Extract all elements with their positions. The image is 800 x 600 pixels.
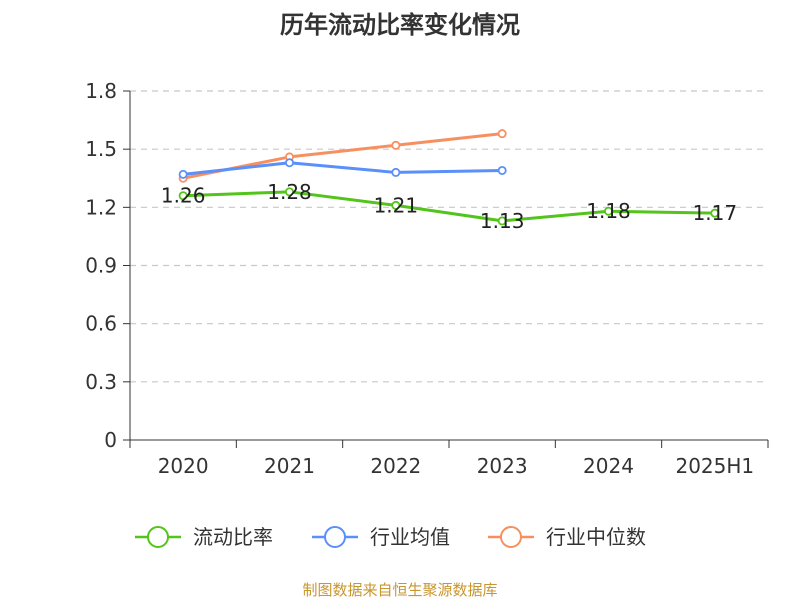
y-tick-label: 0.6: [85, 312, 117, 336]
data-label: 1.26: [161, 184, 206, 208]
data-point: [497, 129, 507, 139]
y-tick-label: 0.3: [85, 370, 117, 394]
legend-label: 行业均值: [370, 525, 450, 549]
source-note: 制图数据来自恒生聚源数据库: [302, 581, 497, 599]
legend: 流动比率 行业均值 行业中位数: [135, 525, 646, 549]
legend-marker: [500, 526, 522, 548]
chart-title: 历年流动比率变化情况: [280, 11, 520, 39]
data-point: [284, 187, 294, 197]
legend-label: 行业中位数: [546, 525, 646, 549]
data-label: 1.17: [693, 201, 738, 225]
data-point: [391, 200, 401, 210]
data-point: [178, 169, 188, 179]
data-label: 1.21: [374, 193, 419, 217]
legend-marker: [147, 526, 169, 548]
data-label: 1.28: [267, 180, 312, 204]
data-point: [710, 208, 720, 218]
data-point: [391, 167, 401, 177]
legend-item: 行业中位数: [488, 525, 646, 549]
data-point: [497, 165, 507, 175]
legend-marker: [324, 526, 346, 548]
x-tick-label: 2023: [477, 454, 528, 478]
series-line-0: [181, 190, 717, 223]
legend-item: 流动比率: [135, 525, 273, 549]
data-label: 1.13: [480, 209, 525, 233]
series-line-1: [181, 161, 504, 176]
data-point: [391, 140, 401, 150]
y-tick-label: 0: [104, 428, 117, 452]
y-tick-label: 0.9: [85, 254, 117, 278]
legend-label: 流动比率: [193, 525, 273, 549]
x-tick-label: 2025H1: [675, 454, 754, 478]
data-labels: 1.26 1.28 1.21 1.13 1.18 1.17: [161, 180, 737, 233]
data-point: [604, 206, 614, 216]
data-point: [284, 158, 294, 168]
y-tick-label: 1.5: [85, 137, 117, 161]
y-tick-label: 1.2: [85, 195, 117, 219]
data-point: [497, 216, 507, 226]
series-lines: [178, 129, 720, 226]
x-tick-label: 2020: [158, 454, 209, 478]
gridlines: [130, 90, 768, 383]
x-tick-label: 2024: [583, 454, 634, 478]
data-point: [178, 191, 188, 201]
y-tick-label: 1.8: [85, 79, 117, 103]
axes: 0 0.3 0.6 0.9 1.2 1.5 1.8 2020 2021 2022 2023 2024 2…: [85, 79, 769, 478]
x-tick-label: 2021: [264, 454, 315, 478]
legend-item: 行业均值: [312, 525, 450, 549]
data-label: 1.18: [586, 199, 631, 223]
x-tick-label: 2022: [370, 454, 421, 478]
